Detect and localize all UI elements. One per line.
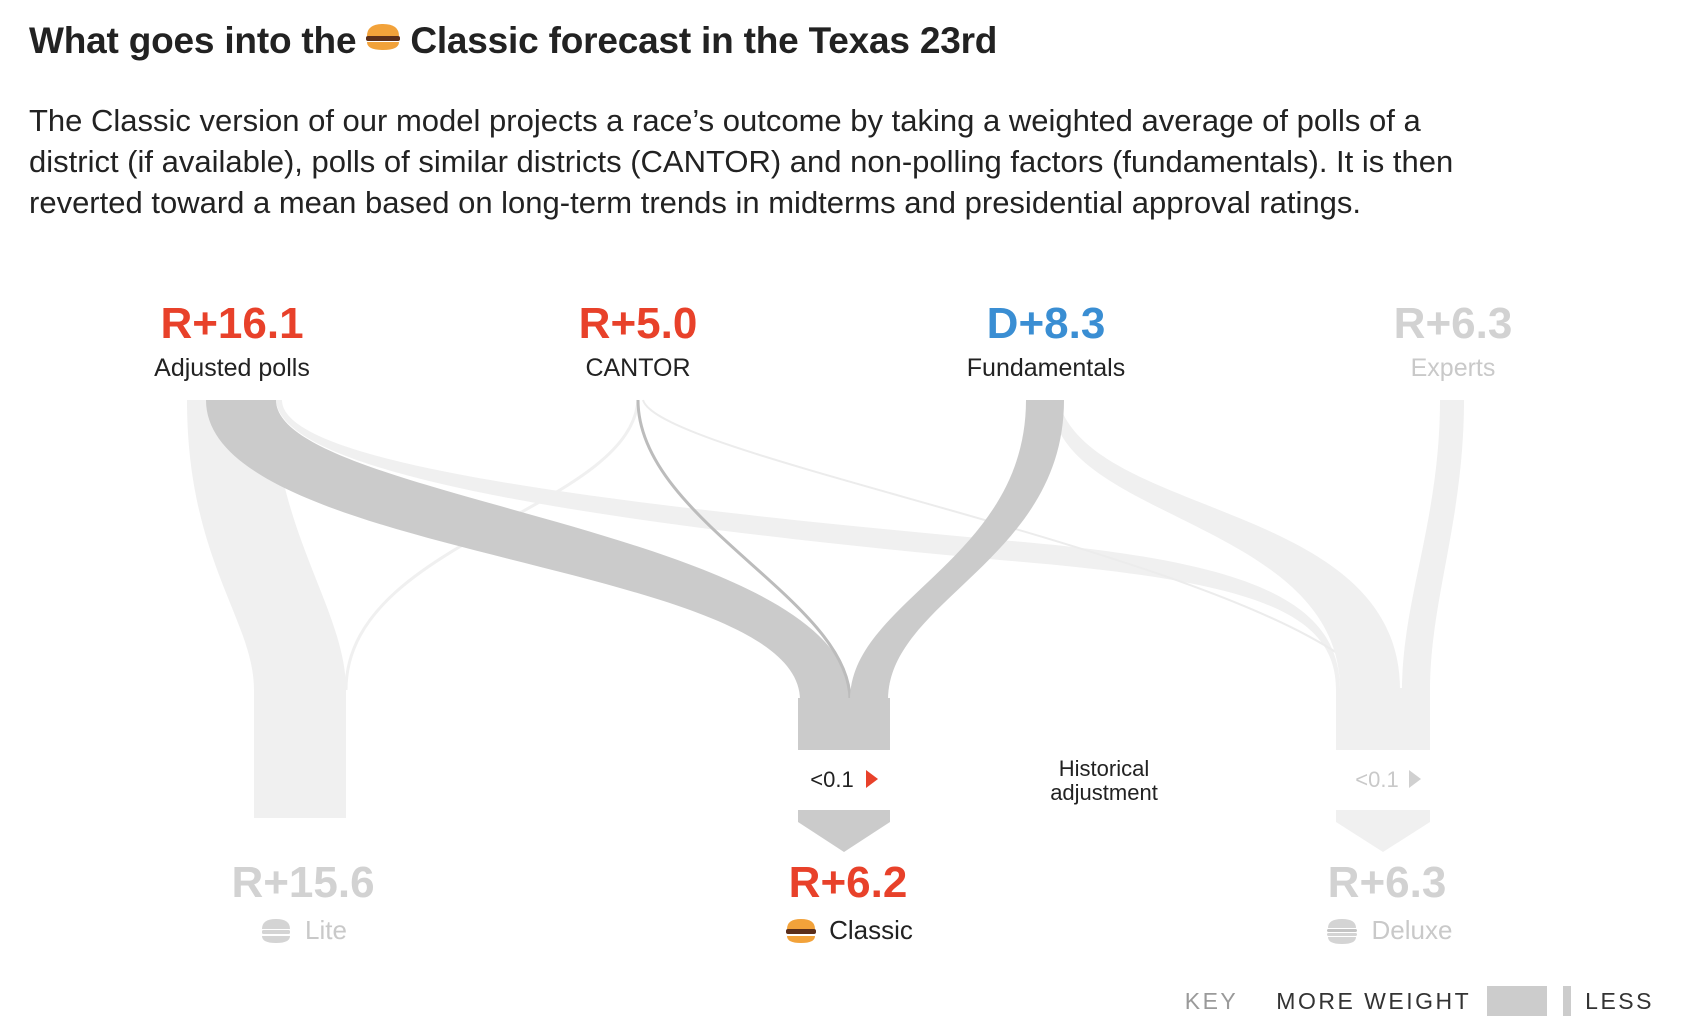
adjustment-label-line: adjustment [1050, 780, 1158, 805]
key-swatch-less [1563, 986, 1572, 1016]
deluxe-column-top [1336, 688, 1430, 750]
key-less-weight: LESS [1585, 987, 1654, 1014]
burger-deluxe-icon [1327, 919, 1357, 944]
input-polls: R+16.1 Adjusted polls [154, 299, 310, 382]
input-value: R+5.0 [579, 299, 698, 348]
burger-icon [364, 19, 402, 61]
output-value: R+6.2 [789, 858, 908, 907]
output-value: R+15.6 [231, 858, 374, 907]
historical-adjustment-deluxe: <0.1 [1355, 767, 1421, 792]
description-line: reverted toward a mean based on long-ter… [29, 185, 1361, 220]
input-label: Adjusted polls [154, 354, 310, 382]
input-experts: R+6.3 Experts [1394, 299, 1513, 382]
classic-arrow [798, 810, 890, 852]
right-triangle-icon [1409, 770, 1421, 788]
flow-cantor-to-deluxe [642, 399, 1381, 691]
output-label: Classic [829, 915, 913, 945]
output-value: R+6.3 [1328, 858, 1447, 907]
key-more-weight: MORE WEIGHT [1276, 987, 1472, 1014]
input-value: R+6.3 [1394, 299, 1513, 348]
description-line: district (if available), polls of simila… [29, 144, 1454, 179]
adjustment-label-line: Historical [1059, 756, 1149, 781]
weight-key: KEY MORE WEIGHT LESS [1185, 985, 1654, 1017]
input-label: CANTOR [585, 354, 690, 382]
historical-adjustment-classic: <0.1 [810, 767, 878, 792]
output-label: Deluxe [1372, 915, 1453, 945]
output-classic: R+6.2 Classic [786, 858, 913, 945]
burger-lite-icon [262, 919, 290, 943]
input-fundamentals: D+8.3 Fundamentals [967, 299, 1125, 382]
input-value: R+16.1 [160, 299, 303, 348]
burger-icon [786, 919, 816, 943]
output-label: Lite [305, 915, 347, 945]
title-prefix: What goes into the [29, 20, 357, 61]
deluxe-arrow [1336, 810, 1430, 852]
description: The Classic version of our model project… [29, 100, 1659, 223]
classic-column-top [798, 698, 890, 750]
output-deluxe: R+6.3 Deluxe [1327, 858, 1452, 945]
output-lite: R+15.6 Lite [231, 858, 374, 945]
input-cantor: R+5.0 CANTOR [579, 299, 698, 382]
flow-fundamentals-to-classic [850, 400, 1064, 700]
flow-polls-to-lite [187, 400, 346, 818]
adjustment-value: <0.1 [810, 767, 853, 792]
input-label: Experts [1411, 354, 1496, 382]
historical-adjustment-label: Historical adjustment [1050, 756, 1158, 805]
description-line: The Classic version of our model project… [29, 103, 1421, 138]
right-triangle-icon [866, 770, 878, 788]
key-swatch-more [1487, 986, 1548, 1016]
flow-experts-to-deluxe [1402, 400, 1464, 690]
title-suffix: Classic forecast in the Texas 23rd [410, 20, 998, 61]
flow-cantor-to-classic [636, 399, 852, 701]
input-value: D+8.3 [987, 299, 1106, 348]
flow-polls-to-classic [206, 400, 850, 700]
key-label: KEY [1184, 987, 1239, 1014]
flow-fundamentals-to-deluxe [1052, 400, 1400, 690]
flow-ribbons [187, 399, 1464, 852]
page-title: What goes into the Classic forecast in th… [29, 20, 997, 64]
adjustment-value: <0.1 [1355, 767, 1398, 792]
input-label: Fundamentals [967, 354, 1125, 382]
